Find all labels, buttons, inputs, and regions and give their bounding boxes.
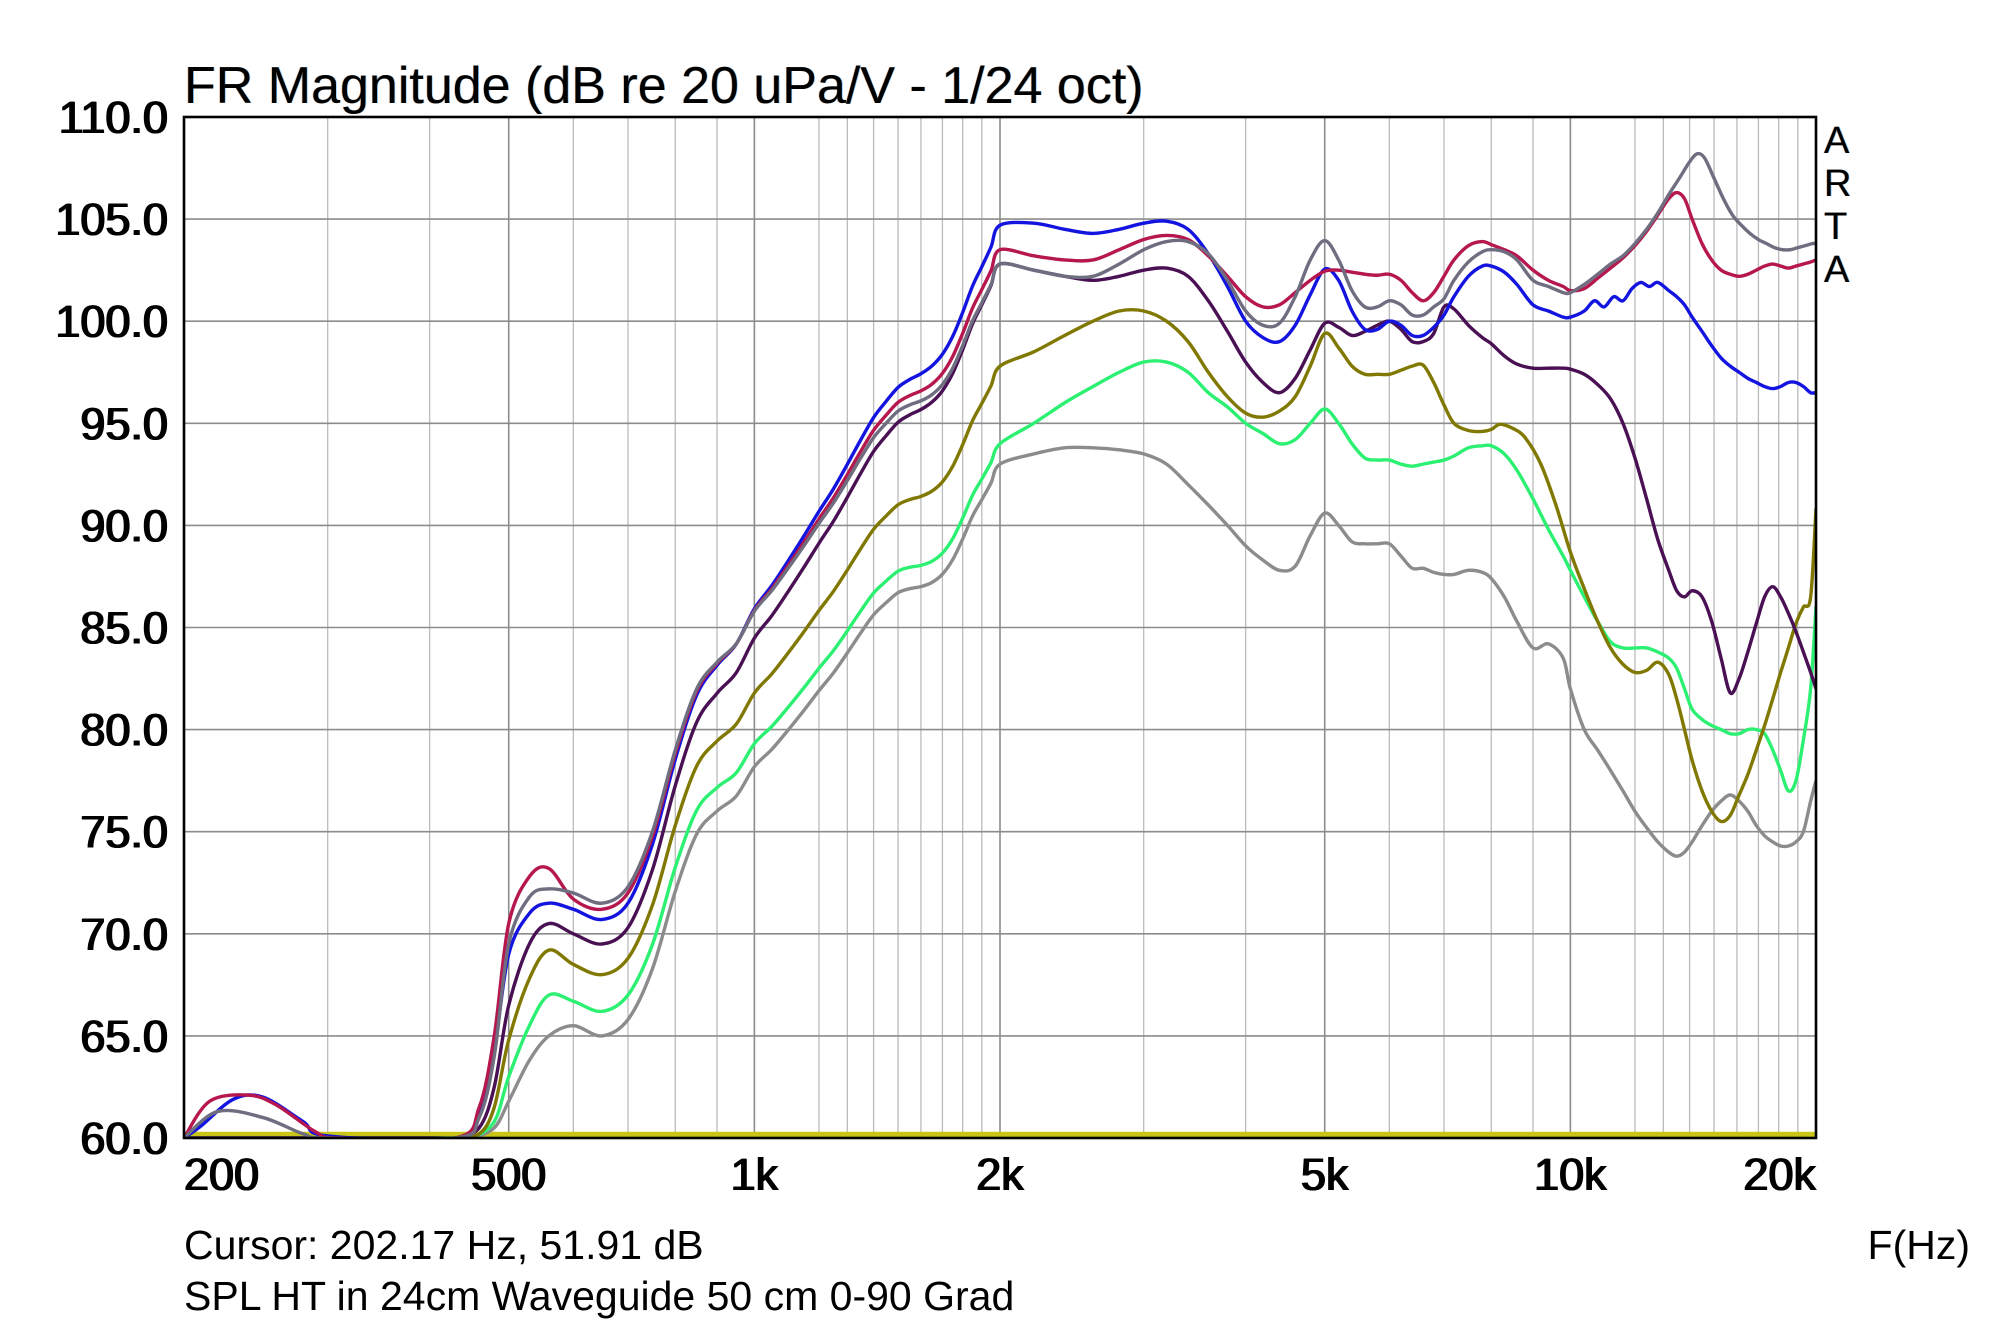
svg-text:105.0: 105.0 [55, 194, 168, 245]
svg-text:500: 500 [471, 1149, 546, 1200]
svg-text:70.0: 70.0 [80, 909, 168, 960]
svg-text:1k: 1k [731, 1149, 779, 1200]
svg-text:90.0: 90.0 [80, 500, 168, 551]
svg-text:200: 200 [184, 1149, 259, 1200]
svg-text:75.0: 75.0 [80, 807, 168, 858]
svg-text:85.0: 85.0 [80, 603, 168, 654]
svg-text:20k: 20k [1743, 1149, 1816, 1200]
svg-text:60.0: 60.0 [80, 1113, 168, 1164]
svg-text:2k: 2k [976, 1149, 1024, 1200]
svg-text:65.0: 65.0 [80, 1011, 168, 1062]
svg-text:110.0: 110.0 [59, 92, 168, 143]
svg-text:5k: 5k [1301, 1149, 1349, 1200]
svg-text:100.0: 100.0 [55, 296, 168, 347]
svg-text:95.0: 95.0 [80, 398, 168, 449]
svg-text:10k: 10k [1534, 1149, 1607, 1200]
svg-text:80.0: 80.0 [80, 705, 168, 756]
